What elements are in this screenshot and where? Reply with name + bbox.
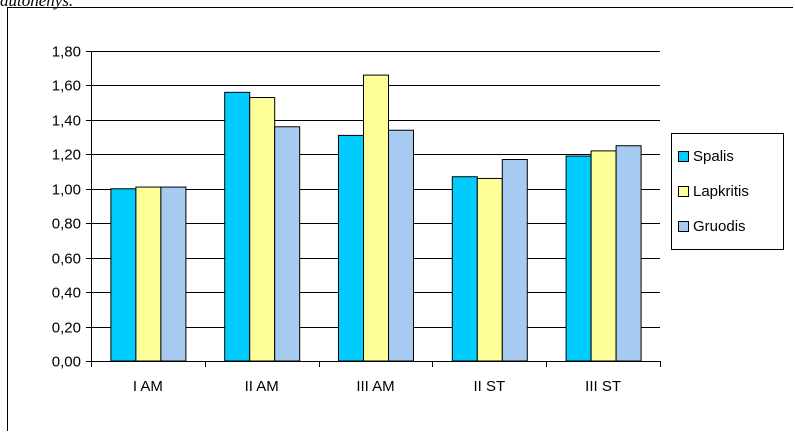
bar-gruodis-1 [274, 126, 301, 362]
y-tick-label: 0,20 [52, 320, 81, 337]
legend-label-lapkritis: Lapkritis [693, 182, 749, 200]
x-tick-label: II AM [245, 378, 279, 395]
bar-spalis-0 [110, 188, 137, 362]
y-tick-label: 0,40 [52, 285, 81, 302]
legend-swatch-spalis [678, 150, 689, 162]
legend-item-spalis: Spalis [678, 147, 734, 165]
bar-gruodis-4 [615, 145, 642, 362]
legend-label-spalis: Spalis [693, 147, 734, 165]
legend-label-gruodis: Gruodis [693, 217, 746, 235]
bar-spalis-4 [565, 155, 592, 362]
x-tick-label: III ST [585, 378, 621, 395]
bar-lapkritis-2 [363, 74, 389, 362]
bar-lapkritis-0 [135, 186, 162, 362]
y-tick-label: 0,60 [52, 251, 81, 268]
header-text: autonenys. [0, 0, 74, 10]
x-tick-label: I AM [133, 378, 163, 395]
chart-legend: Spalis Lapkritis Gruodis [671, 133, 784, 250]
legend-swatch-lapkritis [678, 185, 689, 197]
legend-item-gruodis: Gruodis [678, 217, 746, 235]
legend-item-lapkritis: Lapkritis [678, 182, 749, 200]
bar-lapkritis-1 [249, 97, 276, 362]
bar-gruodis-2 [388, 129, 414, 362]
legend-swatch-gruodis [678, 220, 689, 232]
bar-lapkritis-3 [476, 177, 503, 362]
bar-spalis-3 [451, 176, 478, 362]
bar-spalis-2 [338, 134, 364, 362]
y-tick-label: 1,60 [52, 78, 81, 95]
y-tick-label: 1,20 [52, 147, 81, 164]
bar-lapkritis-4 [590, 150, 617, 362]
x-tick-label: II ST [473, 378, 505, 395]
y-tick-label: 1,80 [52, 44, 81, 61]
x-tick-label: III AM [356, 378, 394, 395]
bar-gruodis-3 [501, 159, 528, 362]
y-tick-label: 1,00 [52, 182, 81, 199]
chart-frame [7, 7, 793, 431]
bar-gruodis-0 [160, 186, 187, 362]
y-tick-label: 0,80 [52, 216, 81, 233]
y-tick-label: 1,40 [52, 113, 81, 130]
bar-spalis-1 [224, 91, 251, 362]
y-tick-label: 0,00 [52, 354, 81, 371]
